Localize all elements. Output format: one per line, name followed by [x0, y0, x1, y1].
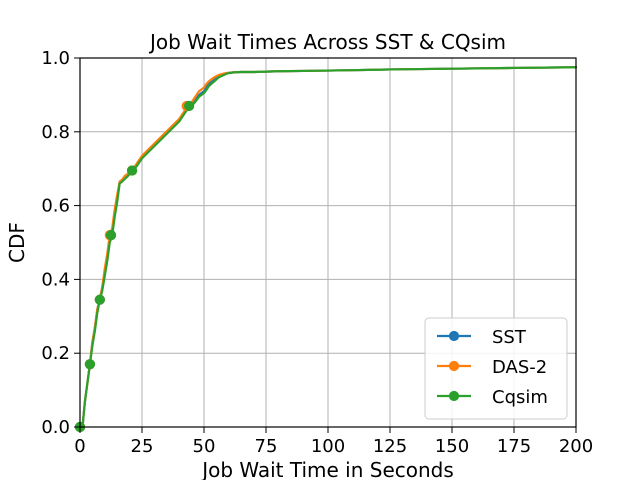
- series-marker-2: [94, 294, 105, 305]
- legend: SST DAS-2 Cqsim: [424, 317, 568, 420]
- y-axis-ticks: 0.0 0.2 0.4 0.6 0.8 1.0: [41, 48, 80, 438]
- series-marker-2: [126, 165, 138, 176]
- legend-label-2: Cqsim: [492, 387, 548, 408]
- y-tick-label: 0.2: [41, 343, 70, 364]
- series-marker-2: [184, 100, 195, 112]
- series-lines: [78, 66, 578, 429]
- x-tick-label: 75: [255, 436, 278, 457]
- x-tick-label: 25: [131, 436, 154, 457]
- y-tick-label: 0.4: [41, 269, 70, 290]
- x-axis-ticks: 0 25 50 75 100 125 150 175 200: [74, 427, 593, 457]
- x-axis-label: Job Wait Time in Seconds: [200, 458, 454, 480]
- series-marker-2: [84, 359, 96, 370]
- series-line-2: [78, 66, 578, 429]
- x-tick-label: 125: [373, 436, 407, 457]
- y-tick-label: 0.0: [41, 417, 70, 438]
- legend-marker-1: [448, 360, 460, 372]
- x-tick-label: 200: [559, 436, 593, 457]
- x-tick-label: 0: [74, 436, 85, 457]
- chart-title: Job Wait Times Across SST & CQsim: [148, 30, 506, 54]
- legend-box: [424, 317, 568, 420]
- x-tick-label: 150: [435, 436, 469, 457]
- y-axis-label: CDF: [5, 222, 29, 263]
- y-tick-label: 1.0: [41, 48, 70, 69]
- x-tick-label: 100: [311, 436, 345, 457]
- legend-label-1: DAS-2: [492, 357, 547, 378]
- legend-label-0: SST: [492, 327, 527, 348]
- x-tick-label: 50: [193, 436, 216, 457]
- legend-marker-2: [448, 390, 460, 402]
- y-tick-label: 0.8: [41, 122, 70, 143]
- legend-items: SST DAS-2 Cqsim: [437, 327, 548, 408]
- x-tick-label: 175: [497, 436, 531, 457]
- y-tick-label: 0.6: [41, 196, 70, 217]
- series-marker-2: [105, 230, 117, 241]
- legend-marker-0: [448, 330, 460, 342]
